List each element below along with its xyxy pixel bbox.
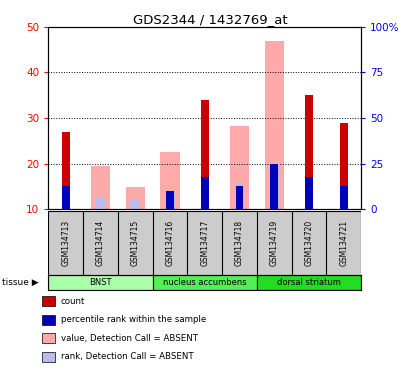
Text: value, Detection Call = ABSENT: value, Detection Call = ABSENT xyxy=(61,334,198,343)
Bar xyxy=(91,166,110,209)
Text: GSM134714: GSM134714 xyxy=(96,220,105,266)
Text: BNST: BNST xyxy=(89,278,112,287)
Bar xyxy=(201,100,209,209)
Bar xyxy=(201,177,209,209)
Bar xyxy=(230,126,249,209)
Bar xyxy=(265,41,284,209)
Bar xyxy=(126,187,145,209)
Text: GSM134719: GSM134719 xyxy=(270,220,279,266)
Bar xyxy=(48,275,152,290)
Bar xyxy=(96,198,105,209)
Bar xyxy=(160,152,179,209)
Text: nucleus accumbens: nucleus accumbens xyxy=(163,278,247,287)
Bar xyxy=(257,275,361,290)
Text: GSM134715: GSM134715 xyxy=(131,220,140,266)
Bar xyxy=(305,177,313,209)
Text: dorsal striatum: dorsal striatum xyxy=(277,278,341,287)
Bar xyxy=(165,191,175,209)
Text: count: count xyxy=(61,297,85,306)
Bar xyxy=(166,191,174,209)
Bar xyxy=(340,187,348,209)
Bar xyxy=(62,187,69,209)
Bar xyxy=(62,132,69,209)
Bar xyxy=(269,164,279,209)
Bar xyxy=(152,275,257,290)
Bar xyxy=(340,122,348,209)
Text: GSM134716: GSM134716 xyxy=(165,220,174,266)
Text: GSM134721: GSM134721 xyxy=(339,220,348,266)
Text: GDS2344 / 1432769_at: GDS2344 / 1432769_at xyxy=(133,13,287,26)
Bar xyxy=(305,95,313,209)
Bar xyxy=(130,200,140,209)
Text: GSM134720: GSM134720 xyxy=(304,220,314,266)
Bar xyxy=(270,164,278,209)
Text: rank, Detection Call = ABSENT: rank, Detection Call = ABSENT xyxy=(61,352,194,361)
Text: GSM134718: GSM134718 xyxy=(235,220,244,266)
Text: tissue ▶: tissue ▶ xyxy=(2,278,39,287)
Bar xyxy=(235,184,244,209)
Bar xyxy=(236,187,243,209)
Text: GSM134713: GSM134713 xyxy=(61,220,70,266)
Text: GSM134717: GSM134717 xyxy=(200,220,209,266)
Text: percentile rank within the sample: percentile rank within the sample xyxy=(61,315,206,324)
